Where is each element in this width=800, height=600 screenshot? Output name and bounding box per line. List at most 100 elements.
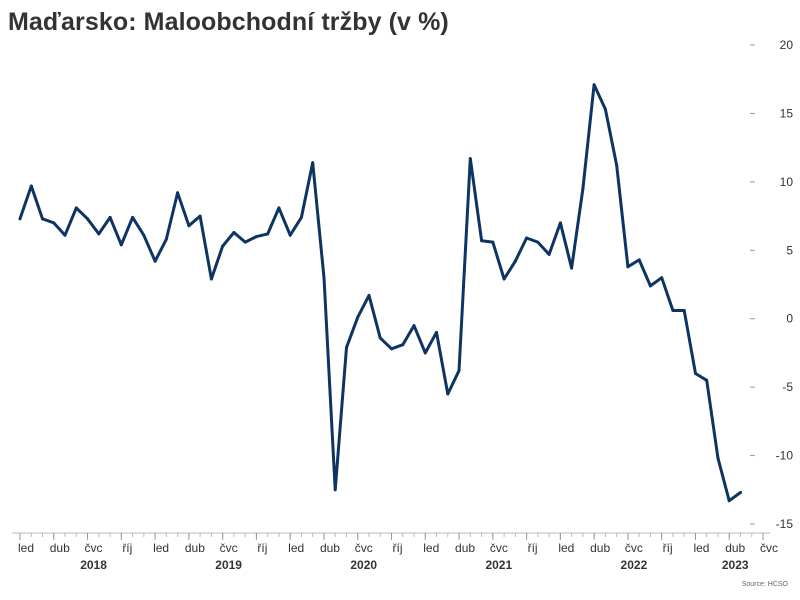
x-tick-label: čvc	[220, 541, 238, 555]
x-tick-label: říj	[122, 541, 132, 555]
data-point	[491, 240, 495, 244]
x-year-label: 2021	[485, 558, 512, 572]
x-tick-label: led	[288, 541, 304, 555]
data-point	[637, 258, 641, 262]
x-tick-label: led	[18, 541, 34, 555]
y-tick-label: 15	[780, 106, 794, 120]
data-point	[603, 107, 607, 111]
data-point	[423, 351, 427, 355]
data-point	[119, 243, 123, 247]
x-year-label: 2022	[621, 558, 648, 572]
data-point	[648, 284, 652, 288]
data-point	[322, 276, 326, 280]
x-tick-label: led	[423, 541, 439, 555]
data-point	[446, 392, 450, 396]
data-point	[468, 157, 472, 161]
data-point	[63, 233, 67, 237]
x-year-label: 2018	[80, 558, 107, 572]
data-point	[254, 235, 258, 239]
data-point	[221, 244, 225, 248]
x-tick-label: led	[153, 541, 169, 555]
point-layer	[18, 83, 742, 503]
data-point	[502, 277, 506, 281]
y-tick-label: -10	[776, 449, 794, 463]
data-point	[480, 239, 484, 243]
data-point	[74, 206, 78, 210]
data-point	[97, 232, 101, 236]
chart-title: Maďarsko: Maloobchodní tržby (v %)	[8, 8, 449, 36]
data-point	[52, 221, 56, 225]
data-point	[727, 499, 731, 503]
data-point	[671, 309, 675, 312]
data-point	[536, 240, 540, 244]
data-point	[108, 215, 112, 219]
x-tick-label: dub	[50, 541, 70, 555]
data-point	[660, 276, 664, 280]
y-tick-label: 5	[786, 243, 793, 257]
data-point	[547, 252, 551, 256]
x-year-label: 2020	[350, 558, 377, 572]
data-point	[86, 217, 89, 221]
y-tick-label: 10	[780, 175, 794, 189]
x-tick-label: čvc	[85, 541, 103, 555]
data-point	[299, 215, 303, 219]
x-tick-label: čvc	[355, 541, 373, 555]
y-tick-label: 20	[780, 38, 794, 52]
series-layer	[18, 83, 742, 503]
y-tick-label: -5	[782, 380, 793, 394]
data-point	[570, 266, 574, 270]
x-tick-label: dub	[590, 541, 610, 555]
x-tick-label: říj	[393, 541, 403, 555]
data-point	[209, 277, 213, 281]
data-point	[345, 346, 348, 349]
data-point	[164, 237, 168, 241]
data-point	[131, 215, 135, 219]
data-point	[153, 259, 157, 263]
x-tick-label: říj	[257, 541, 267, 555]
data-point	[694, 372, 697, 375]
data-point	[378, 336, 382, 340]
y-axis: -15 -10 -5 0 5 10 15 20	[750, 38, 793, 531]
data-point	[390, 347, 393, 351]
x-tick-label: říj	[528, 541, 538, 555]
data-point	[412, 324, 416, 328]
x-tick-label: říj	[663, 541, 673, 555]
data-point	[581, 187, 585, 191]
x-year-label: 2019	[215, 558, 242, 572]
x-tick-label: dub	[185, 541, 205, 555]
data-point	[142, 233, 146, 237]
data-point	[187, 224, 191, 228]
data-point	[457, 369, 461, 373]
x-tick-label: led	[693, 541, 709, 555]
x-tick-label: čvc	[760, 541, 778, 555]
data-point	[232, 231, 236, 234]
data-point	[592, 83, 596, 87]
x-tick-label: dub	[320, 541, 340, 555]
data-point	[277, 206, 281, 210]
data-point	[311, 161, 315, 165]
data-point	[626, 265, 630, 269]
data-point	[367, 293, 371, 297]
data-point	[266, 232, 270, 236]
y-tick-label: 0	[786, 312, 793, 326]
data-point	[333, 488, 337, 492]
data-point	[243, 240, 247, 244]
data-point	[401, 343, 405, 347]
data-point	[176, 191, 180, 195]
data-point	[615, 163, 619, 167]
data-point	[41, 217, 44, 221]
data-point	[558, 221, 562, 225]
x-tick-label: dub	[455, 541, 475, 555]
data-point	[356, 315, 360, 319]
data-point	[739, 491, 742, 494]
x-axis: led dub čvc říj led dub čvc říj led dub čvc říj led d…	[12, 532, 778, 572]
data-point	[513, 259, 517, 263]
x-tick-label: čvc	[490, 541, 508, 555]
x-tick-label: čvc	[625, 541, 643, 555]
data-point	[18, 217, 22, 221]
data-point	[29, 184, 33, 188]
x-tick-label: led	[558, 541, 574, 555]
source-label: Source: HCSO	[742, 581, 789, 588]
data-point	[435, 330, 438, 334]
x-year-label: 2023	[722, 558, 749, 572]
